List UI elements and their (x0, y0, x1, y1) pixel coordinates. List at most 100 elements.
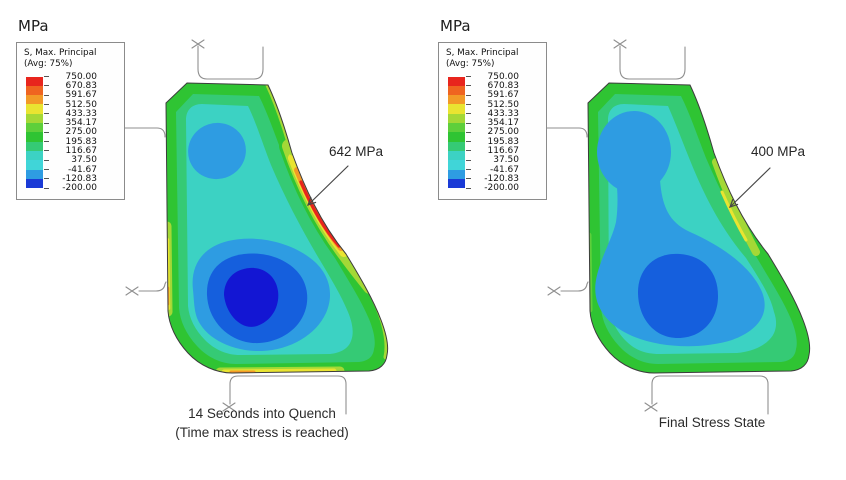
legend-tick (44, 169, 49, 171)
legend-value-row: 750.00 (43, 71, 98, 82)
legend-swatch (26, 132, 43, 142)
caption-right: Final Stress State (562, 414, 846, 433)
legend-value-column: 750.00 670.83 591.67 512.50 433.33 354.17 275.… (43, 72, 97, 193)
bottom-fixture-bracket (229, 375, 347, 415)
legend-value-row: -120.83 (43, 174, 97, 184)
legend-swatch (26, 85, 43, 96)
legend-value: 591.67 (487, 90, 520, 101)
legend-tick (44, 76, 49, 78)
legend-tick (466, 187, 471, 189)
datum-x-marker (191, 39, 205, 49)
legend-value: 116.67 (65, 146, 98, 156)
legend-tick (466, 169, 471, 171)
edge-band-yellow-thin (720, 190, 748, 242)
unit-label-right: MPa (440, 17, 471, 35)
legend-value: 116.67 (487, 146, 520, 156)
legend-value-row: 116.67 (465, 146, 520, 156)
caption-left-line2: (Time max stress is reached) (175, 424, 349, 440)
legend-swatch (26, 169, 43, 179)
legend-title: S, Max. Principal (446, 48, 519, 58)
blue-core (638, 253, 718, 338)
part-left-contour (166, 83, 388, 373)
legend-swatch (26, 95, 43, 105)
legend-tick (44, 141, 49, 143)
datum-x-marker (222, 402, 236, 412)
legend-swatch-column (448, 72, 465, 193)
legend-swatch (448, 160, 465, 170)
legend-value-row: 354.17 (43, 118, 98, 129)
legend-value-row: 670.83 (43, 80, 98, 91)
legend-tick (44, 131, 49, 133)
legend-tick (44, 122, 49, 124)
legend-value: 275.00 (65, 127, 98, 138)
legend-value: 195.83 (487, 136, 520, 147)
legend-value-row: 195.83 (465, 136, 520, 147)
legend-swatch (26, 141, 43, 151)
legend-value-row: 512.50 (43, 99, 98, 110)
legend-tick (44, 85, 49, 87)
legend-tick (466, 113, 471, 115)
caption-left: 14 Seconds into Quench (Time max stress … (112, 405, 412, 443)
legend-value: 275.00 (487, 127, 520, 138)
legend-subtitle: (Avg: 75%) (446, 58, 495, 69)
legend-swatch (26, 150, 43, 161)
datum-x-marker (125, 286, 139, 296)
legend-tick (466, 94, 471, 96)
unit-label-left: MPa (18, 17, 49, 35)
annotation-arrow-left (306, 165, 349, 206)
legend-value-row: 116.67 (43, 146, 98, 156)
legend-value-row: 275.00 (465, 127, 520, 138)
legend-value: 512.50 (487, 99, 520, 110)
legend-swatch-column (26, 72, 43, 193)
legend-swatch (448, 169, 465, 179)
legend-tick (466, 150, 471, 152)
legend-value-row: 591.67 (465, 90, 520, 101)
left-fixture-line-upper (93, 127, 166, 138)
construction-lines-left (93, 39, 347, 415)
legend-value: 512.50 (65, 99, 98, 110)
legend-value-row: 750.00 (465, 72, 519, 82)
legend-swatch (26, 123, 43, 133)
legend-value: 591.67 (65, 90, 98, 101)
legend-value-row: 275.00 (43, 127, 98, 138)
legend-value: 37.50 (71, 155, 97, 166)
legend-value: 195.83 (65, 136, 98, 147)
legend-value: 433.33 (487, 108, 520, 119)
legend-tick (44, 104, 49, 105)
legend-value: 37.50 (493, 155, 519, 166)
legend-value: 354.17 (487, 118, 520, 129)
legend-tick (44, 150, 49, 152)
legend-value-row: 433.33 (465, 108, 520, 119)
legend-value-row: 195.83 (43, 136, 98, 147)
legend-tick (466, 178, 471, 180)
legend-value: 750.00 (65, 71, 98, 82)
annotation-arrow-right (729, 167, 771, 208)
legend-tick (466, 159, 471, 161)
part-right-contour (588, 83, 810, 373)
legend-value-row: -120.83 (465, 173, 519, 184)
legend-value-row: 670.83 (465, 80, 520, 91)
legend-tick (466, 122, 471, 124)
legend-value-row: 512.50 (465, 99, 520, 110)
legend-value-row: -200.00 (43, 183, 97, 193)
dark-blue-core (224, 267, 279, 327)
legend-value: -200.00 (484, 183, 519, 194)
legend-swatch (448, 141, 465, 151)
legend-swatch (26, 113, 43, 124)
legend-swatch (448, 95, 465, 105)
legend-value: 670.83 (487, 80, 520, 91)
peak-stress-annotation-left: 642 MPa (329, 144, 384, 159)
legend-value: 354.17 (65, 118, 98, 129)
legend-value-row: -41.67 (465, 165, 519, 175)
caption-left-line1: 14 Seconds into Quench (188, 406, 336, 421)
legend-value: -41.67 (67, 164, 97, 175)
legend-value-row: 354.17 (465, 118, 520, 129)
legend-swatch (26, 76, 43, 86)
legend-value: -120.83 (484, 173, 519, 184)
legend-subtitle: (Avg: 75%) (24, 58, 73, 69)
legend-value: 433.33 (65, 108, 98, 119)
legend-swatch (448, 178, 465, 189)
top-fixture-bracket (197, 45, 264, 80)
legend-value: 670.83 (65, 80, 98, 91)
